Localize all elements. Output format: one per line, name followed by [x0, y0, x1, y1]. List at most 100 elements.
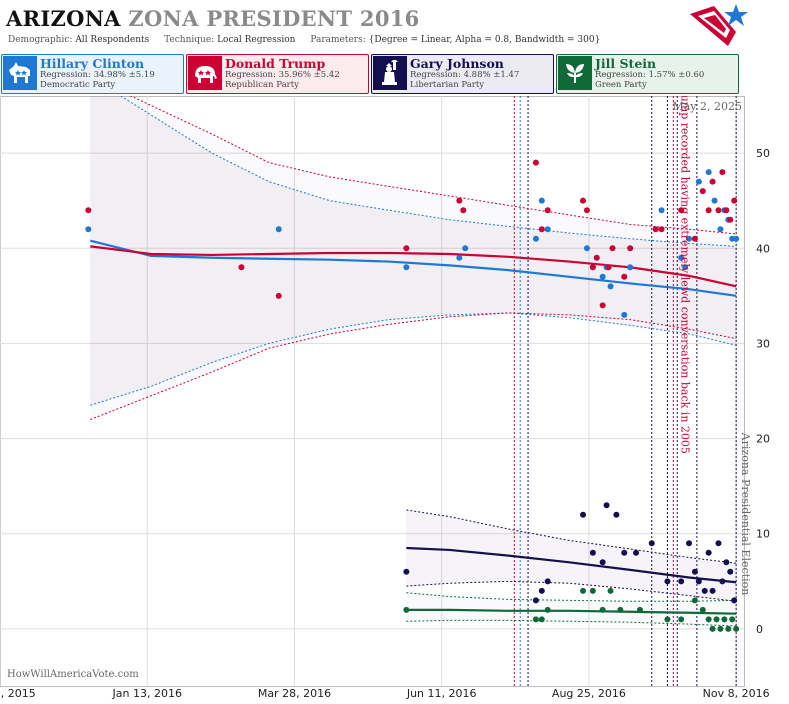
- data-point: [731, 197, 738, 204]
- data-point: [678, 578, 685, 585]
- data-point: [695, 178, 702, 185]
- data-point: [85, 207, 92, 214]
- data-point: [709, 178, 716, 185]
- y-tick-label: 10: [756, 528, 770, 541]
- annotation-label: Arizona Presidential Election: [739, 432, 752, 596]
- data-point: [691, 235, 698, 242]
- legend-item-stein: Jill Stein Regression: 1.57% ±0.60 Green…: [556, 54, 739, 94]
- trend-line: [406, 546, 737, 584]
- johnson-name: Gary Johnson: [410, 56, 504, 71]
- header: ARIZONA ZONA PRESIDENT 2016 Demographic:…: [0, 0, 789, 52]
- data-point: [719, 169, 726, 176]
- candidate-legend: Hillary Clinton Regression: 34.98% ±5.19…: [0, 54, 789, 94]
- clinton-party: Democratic Party: [40, 80, 116, 90]
- data-point: [621, 273, 628, 280]
- green-leaf-icon: [558, 56, 592, 90]
- data-point: [699, 188, 706, 195]
- data-point: [532, 159, 539, 166]
- data-point: [709, 625, 716, 632]
- data-point: [532, 597, 539, 604]
- data-point: [705, 616, 712, 623]
- data-point: [403, 264, 410, 271]
- data-point: [538, 197, 545, 204]
- chart-svg: 0 10 20 30 40 50 Oct 30, 2015 Jan 13, 2016 Mar 2…: [0, 96, 770, 700]
- data-point: [544, 606, 551, 613]
- data-point: [705, 549, 712, 556]
- data-point: [544, 207, 551, 214]
- data-point: [731, 597, 738, 604]
- watermark: HowWillAmericaVote.com: [7, 669, 139, 680]
- data-point: [544, 226, 551, 233]
- data-point: [607, 283, 614, 290]
- data-point: [538, 587, 545, 594]
- date-stamp: May 2, 2025: [672, 100, 742, 113]
- y-tick-label: 40: [756, 242, 770, 255]
- data-point: [725, 625, 732, 632]
- data-point: [695, 578, 702, 585]
- data-point: [727, 216, 734, 223]
- legend-item-trump: Donald Trump Regression: 35.96% ±5.42 Re…: [186, 54, 369, 94]
- polling-chart: 0 10 20 30 40 50 Oct 30, 2015 Jan 13, 2016 Mar 2…: [0, 96, 789, 704]
- data-point: [691, 597, 698, 604]
- x-tick-label: Nov 8, 2016: [703, 687, 770, 700]
- data-point: [599, 606, 606, 613]
- trump-party: Republican Party: [225, 80, 299, 90]
- stein-name: Jill Stein: [595, 56, 657, 71]
- legend-item-clinton: Hillary Clinton Regression: 34.98% ±5.19…: [1, 54, 184, 94]
- data-point: [733, 235, 740, 242]
- data-point: [275, 292, 282, 299]
- data-point: [627, 245, 634, 252]
- data-point: [85, 226, 92, 233]
- data-point: [544, 578, 551, 585]
- data-point: [621, 311, 628, 318]
- data-point: [678, 254, 685, 261]
- data-point: [711, 197, 718, 204]
- data-point: [705, 169, 712, 176]
- technique-value: Local Regression: [217, 35, 296, 45]
- data-point: [403, 568, 410, 575]
- data-point: [609, 245, 616, 252]
- data-point: [532, 235, 539, 242]
- data-point: [580, 511, 587, 518]
- data-point: [686, 235, 693, 242]
- data-point: [733, 625, 740, 632]
- clinton-name: Hillary Clinton: [40, 56, 145, 71]
- data-point: [709, 587, 716, 594]
- data-point: [593, 254, 600, 261]
- data-point: [583, 207, 590, 214]
- statue-of-liberty-icon: [373, 56, 407, 90]
- x-tick-label: Oct 30, 2015: [0, 687, 36, 700]
- data-point: [715, 540, 722, 547]
- data-point: [583, 245, 590, 252]
- data-point: [599, 302, 606, 309]
- x-tick-label: Jun 11, 2016: [406, 687, 477, 700]
- data-point: [538, 616, 545, 623]
- x-tick-label: Mar 28, 2016: [258, 687, 331, 700]
- data-point: [460, 207, 467, 214]
- data-point: [723, 559, 730, 566]
- data-point: [599, 559, 606, 566]
- data-point: [613, 511, 620, 518]
- annotation-label: Trump recorded having extremely lewd con…: [678, 96, 691, 454]
- clinton-regression: Regression: 34.98% ±5.19: [40, 70, 155, 80]
- data-point: [729, 616, 736, 623]
- data-point: [617, 606, 624, 613]
- donkey-icon: [3, 56, 37, 90]
- data-point: [658, 226, 665, 233]
- demographic-label: Demographic:: [8, 35, 73, 45]
- data-point: [607, 587, 614, 594]
- parameters-line: Demographic: All Respondents Technique: …: [8, 35, 600, 45]
- star-chevron-logo-icon: [688, 2, 750, 52]
- y-tick-label: 20: [756, 433, 770, 446]
- data-point: [538, 226, 545, 233]
- trend-line: [90, 245, 737, 288]
- data-point: [627, 264, 634, 271]
- data-point: [678, 207, 685, 214]
- data-point: [678, 616, 685, 623]
- confidence-band: [406, 509, 737, 602]
- data-point: [701, 587, 708, 594]
- title-state: ARIZONA: [6, 6, 121, 31]
- data-point: [580, 587, 587, 594]
- title-race: PRESIDENT 2016: [206, 6, 420, 31]
- confidence-bound: [90, 312, 737, 406]
